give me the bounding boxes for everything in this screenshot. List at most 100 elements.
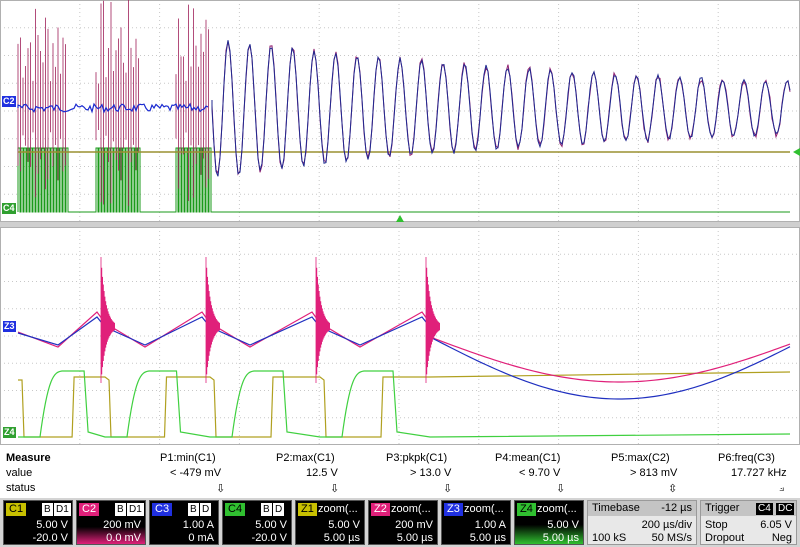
c2-scale: 200 mV <box>103 519 141 531</box>
measurement-table: Measure value status P1:min(C1) < -479 m… <box>0 446 800 498</box>
value-row-label: value <box>6 467 33 479</box>
z4-trace <box>18 370 791 438</box>
timebase-rate: 50 MS/s <box>651 532 692 544</box>
c4-marker[interactable]: C4 <box>2 203 16 214</box>
timebase-samples: 100 kS <box>592 532 627 544</box>
channel-c1-descriptor[interactable]: C1 B D1 5.00 V -20.0 V <box>3 500 73 545</box>
param-p1-name[interactable]: P1:min(C1) <box>160 452 216 464</box>
c2-oscillation-trace <box>211 41 791 176</box>
graticule <box>0 227 800 445</box>
z3-title: zoom(... <box>464 503 504 515</box>
c4-trace <box>17 147 790 213</box>
z1-title: zoom(... <box>318 503 358 515</box>
c2-burst-trace <box>17 0 209 206</box>
z4-marker[interactable]: Z4 <box>3 427 16 438</box>
param-p2-name[interactable]: P2:max(C1) <box>276 452 335 464</box>
trigger-mode: Stop <box>705 519 728 531</box>
c4-tag: C4 <box>225 503 246 516</box>
trigger-descriptor[interactable]: Trigger C4 DC Stop 6.05 V Dropout Neg <box>700 500 797 545</box>
timebase-header <box>588 501 696 516</box>
zoom-z3-descriptor[interactable]: Z3 zoom(... 1.00 A 5.00 µs <box>441 500 511 545</box>
z2-scale: 200 mV <box>395 519 433 531</box>
z3-marker[interactable]: Z3 <box>3 321 16 332</box>
param-p3-status: ⇩ <box>443 483 453 495</box>
c2-offset: 0.0 mV <box>106 532 141 544</box>
trigger-level-marker <box>793 148 800 156</box>
trigger-level: 6.05 V <box>760 519 792 531</box>
c3-scale: 1.00 A <box>182 519 214 531</box>
z2-title: zoom(... <box>391 503 431 515</box>
timebase-per-div: 200 µs/div <box>641 519 692 531</box>
z3-trace <box>17 316 791 400</box>
c1-tag: C1 <box>6 503 27 516</box>
param-p2-status: ⇩ <box>330 483 340 495</box>
c4-badge-d: D <box>273 503 285 516</box>
param-p1-value: < -479 mV <box>170 467 222 479</box>
trigger-source-badge: C4 <box>756 503 773 515</box>
z3-scale: 1.00 A <box>474 519 506 531</box>
trigger-type: Dropout <box>705 532 745 544</box>
descriptor-bar: C1 B D1 5.00 V -20.0 V C2 B D1 200 mV 0.… <box>0 498 800 547</box>
z4-scale: 5.00 V <box>547 519 579 531</box>
param-p5-value: > 813 mV <box>630 467 678 479</box>
param-p3-name[interactable]: P3:pkpk(C1) <box>386 452 448 464</box>
trigger-label: Trigger <box>705 502 740 514</box>
status-row-label: status <box>6 482 36 494</box>
grid-separator <box>0 222 800 227</box>
c1-badge-b: B <box>42 503 53 516</box>
z1-scale: 5.00 V <box>328 519 360 531</box>
param-p4-value: < 9.70 V <box>519 467 561 479</box>
c1-badge-d1: D1 <box>54 503 71 516</box>
c3-oscillation-trace <box>211 40 791 177</box>
z3-timescale: 5.00 µs <box>469 532 506 544</box>
timebase-descriptor[interactable]: Timebase -12 µs 200 µs/div 100 kS 50 MS/… <box>587 500 697 545</box>
trigger-position-marker <box>396 215 404 222</box>
c3-offset: 0 mA <box>188 532 214 544</box>
param-p6-value: 17.727 kHz <box>731 467 787 479</box>
c2-tag: C2 <box>79 503 100 516</box>
z4-tag: Z4 <box>517 503 536 516</box>
c3-badge-b: B <box>188 503 199 516</box>
z1-tag: Z1 <box>298 503 317 516</box>
c4-badge-b: B <box>261 503 272 516</box>
c3-badge-d: D <box>200 503 212 516</box>
c1-offset: -20.0 V <box>32 532 68 544</box>
zoom-z4-descriptor[interactable]: Z4 zoom(... 5.00 V 5.00 µs <box>514 500 584 545</box>
top-waveform-grid[interactable]: C2 C4 <box>0 0 800 222</box>
c2-marker[interactable]: C2 <box>2 96 16 107</box>
channel-c4-descriptor[interactable]: C4 B D 5.00 V -20.0 V <box>222 500 292 545</box>
param-p4-name[interactable]: P4:mean(C1) <box>495 452 561 464</box>
param-p6-name[interactable]: P6:freq(C3) <box>718 452 775 464</box>
z2-trace <box>17 311 791 383</box>
z1-trace <box>18 371 791 438</box>
param-p2-value: 12.5 V <box>306 467 338 479</box>
c3-tag: C3 <box>152 503 173 516</box>
z3-tag: Z3 <box>444 503 463 516</box>
param-p6-status: ⟓ <box>779 482 785 494</box>
trigger-slope: Neg <box>771 532 792 544</box>
c3-burst-trace <box>17 102 209 114</box>
param-p5-status: ⇳ <box>668 483 678 495</box>
param-p5-name[interactable]: P5:max(C2) <box>611 452 670 464</box>
z4-title: zoom(... <box>537 503 577 515</box>
c4-offset: -20.0 V <box>251 532 287 544</box>
channel-c3-descriptor[interactable]: C3 B D 1.00 A 0 mA <box>149 500 219 545</box>
zoom-z1-descriptor[interactable]: Z1 zoom(... 5.00 V 5.00 µs <box>295 500 365 545</box>
c2-badge-b: B <box>115 503 126 516</box>
measure-title: Measure <box>6 452 51 464</box>
param-p4-status: ⇩ <box>556 483 566 495</box>
c1-scale: 5.00 V <box>36 519 68 531</box>
timebase-offset: -12 µs <box>661 502 692 514</box>
zoom-z2-descriptor[interactable]: Z2 zoom(... 200 mV 5.00 µs <box>368 500 438 545</box>
trigger-coupling-badge: DC <box>776 503 795 515</box>
param-p3-value: > 13.0 V <box>410 467 452 479</box>
z2-timescale: 5.00 µs <box>396 532 433 544</box>
bottom-zoom-plot <box>0 227 800 445</box>
top-waveform-plot <box>0 0 800 222</box>
channel-c2-descriptor[interactable]: C2 B D1 200 mV 0.0 mV <box>76 500 146 545</box>
z2-tag: Z2 <box>371 503 390 516</box>
z4-timescale: 5.00 µs <box>542 532 579 544</box>
z2-ringing <box>100 257 440 383</box>
bottom-zoom-grid[interactable]: Z3 Z4 <box>0 227 800 445</box>
param-p1-status: ⇩ <box>216 483 226 495</box>
